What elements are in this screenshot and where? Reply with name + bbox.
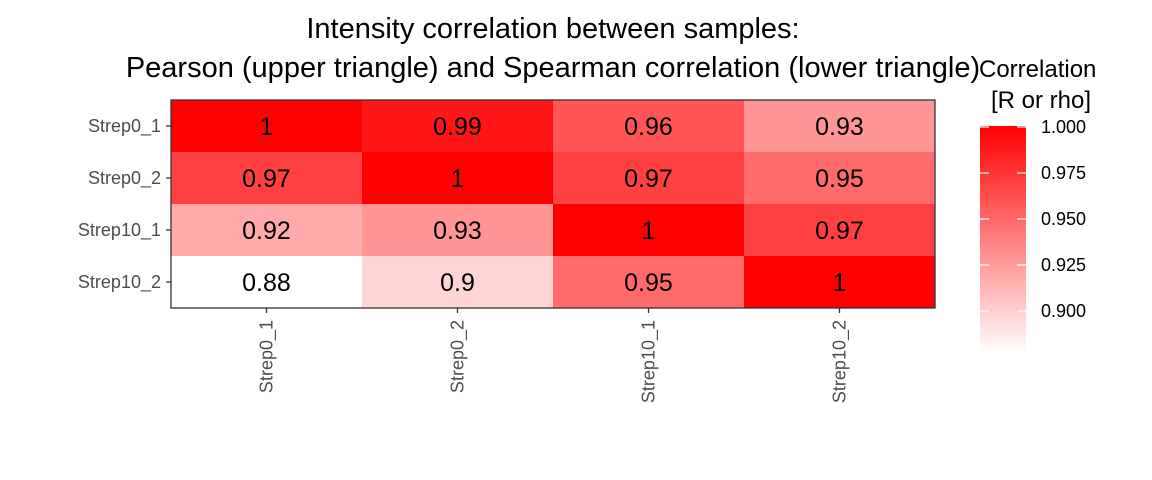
x-axis: Strep0_1 Strep0_2 Strep10_1 Strep10_2 (257, 308, 851, 403)
heatmap-cell (744, 256, 935, 308)
heatmap-cell (171, 256, 362, 308)
x-tick-label: Strep10_1 (639, 320, 660, 403)
heatmap-cell (553, 256, 744, 308)
heatmap-cell (744, 152, 935, 204)
heatmap-cell (553, 204, 744, 256)
cell-value-label: 0.97 (815, 217, 864, 245)
legend: 1.000 0.975 0.950 0.925 0.900 (980, 117, 1086, 354)
legend-title-line-2: [R or rho] (991, 87, 1091, 114)
cell-value-label: 0.93 (815, 113, 864, 141)
heatmap-cell (744, 100, 935, 152)
heatmap-cell (171, 100, 362, 152)
x-tick-label: Strep0_1 (257, 320, 278, 393)
cell-value-label: 0.93 (433, 217, 482, 245)
heatmap-cell (553, 100, 744, 152)
cell-value-label: 0.97 (242, 165, 291, 193)
legend-tick-label: 0.975 (1041, 163, 1086, 183)
legend-title-line-1: Correlation (979, 56, 1096, 83)
legend-tick-label: 1.000 (1041, 117, 1086, 137)
heatmap-cell (362, 256, 553, 308)
cell-value-label: 0.96 (624, 113, 673, 141)
heatmap-cell (553, 152, 744, 204)
cell-value-label: 1 (642, 217, 656, 245)
y-axis: Strep0_1 Strep0_2 Strep10_1 Strep10_2 (78, 116, 171, 293)
y-tick-label: Strep10_2 (78, 272, 161, 293)
heatmap-cell (744, 204, 935, 256)
cell-value-label: 0.95 (624, 269, 673, 297)
y-tick-label: Strep10_1 (78, 220, 161, 241)
cell-value-label: 0.9 (440, 269, 475, 297)
heatmap-cell (362, 100, 553, 152)
cell-value-label: 0.88 (242, 269, 291, 297)
cell-value-label: 0.97 (624, 165, 673, 193)
heatmap-cell (171, 152, 362, 204)
cell-value-label: 0.99 (433, 113, 482, 141)
chart-title-line-2: Pearson (upper triangle) and Spearman co… (126, 52, 980, 84)
heatmap-cell (362, 152, 553, 204)
y-tick-label: Strep0_2 (88, 168, 161, 189)
panel-border (170, 99, 936, 309)
cell-value-label: 0.92 (242, 217, 291, 245)
cell-value-label: 1 (833, 269, 847, 297)
cell-value-label: 1 (260, 113, 274, 141)
x-tick-label: Strep0_2 (448, 320, 469, 393)
legend-colorbar (980, 126, 1026, 354)
y-tick-label: Strep0_1 (88, 116, 161, 137)
heatmap-cell (171, 204, 362, 256)
heatmap-cells: 1 0.99 0.96 0.93 0.97 1 0.97 0.95 0.92 0.93 1 0.97 0… (171, 100, 935, 308)
cell-value-label: 1 (451, 165, 465, 193)
legend-tick-label: 0.950 (1041, 209, 1086, 229)
cell-value-label: 0.95 (815, 165, 864, 193)
legend-tick-label: 0.900 (1041, 301, 1086, 321)
chart-title-line-1: Intensity correlation between samples: (306, 13, 799, 45)
x-tick-label: Strep10_2 (830, 320, 851, 403)
heatmap-cell (362, 204, 553, 256)
legend-tick-label: 0.925 (1041, 255, 1086, 275)
